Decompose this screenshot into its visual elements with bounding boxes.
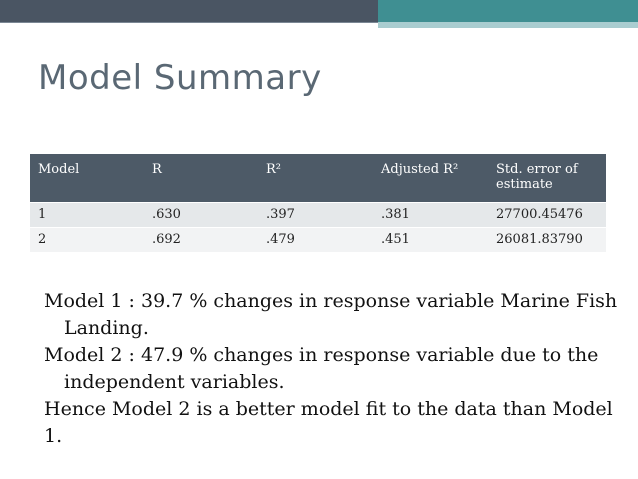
top-bar-teal (378, 0, 638, 22)
cell-adjusted-r-squared: .381 (381, 206, 410, 222)
cell-std-error: 27700.45476 (496, 206, 583, 222)
table-row: 2 .692 .479 .451 26081.83790 (30, 227, 606, 252)
top-bar-accent (378, 22, 638, 28)
slide-title: Model Summary (38, 58, 322, 98)
cell-r: .630 (152, 206, 181, 222)
header-model: Model (38, 162, 80, 177)
header-r-squared: R² (266, 162, 281, 177)
cell-adjusted-r-squared: .451 (381, 231, 410, 247)
top-bar-dark (0, 0, 378, 22)
cell-model: 1 (38, 206, 47, 222)
table-row: 1 .630 .397 .381 27700.45476 (30, 202, 606, 227)
header-std-error: Std. error of estimate (496, 162, 578, 192)
top-bar-line (0, 22, 378, 23)
summary-text: Model 1 : 39.7 % changes in response var… (44, 288, 624, 450)
cell-model: 2 (38, 231, 47, 247)
summary-line-model-2: Model 2 : 47.9 % changes in response var… (44, 344, 599, 393)
model-summary-table: Model R R² Adjusted R² Std. error of est… (30, 154, 606, 252)
cell-r: .692 (152, 231, 181, 247)
cell-r-squared: .479 (266, 231, 295, 247)
summary-line-conclusion: Hence Model 2 is a better model fit to t… (44, 398, 613, 447)
header-adjusted-r-squared: Adjusted R² (381, 162, 459, 177)
summary-line-model-1: Model 1 : 39.7 % changes in response var… (44, 290, 618, 339)
cell-std-error: 26081.83790 (496, 231, 583, 247)
cell-r-squared: .397 (266, 206, 295, 222)
table-header-row: Model R R² Adjusted R² Std. error of est… (30, 154, 606, 202)
header-r: R (152, 162, 162, 177)
